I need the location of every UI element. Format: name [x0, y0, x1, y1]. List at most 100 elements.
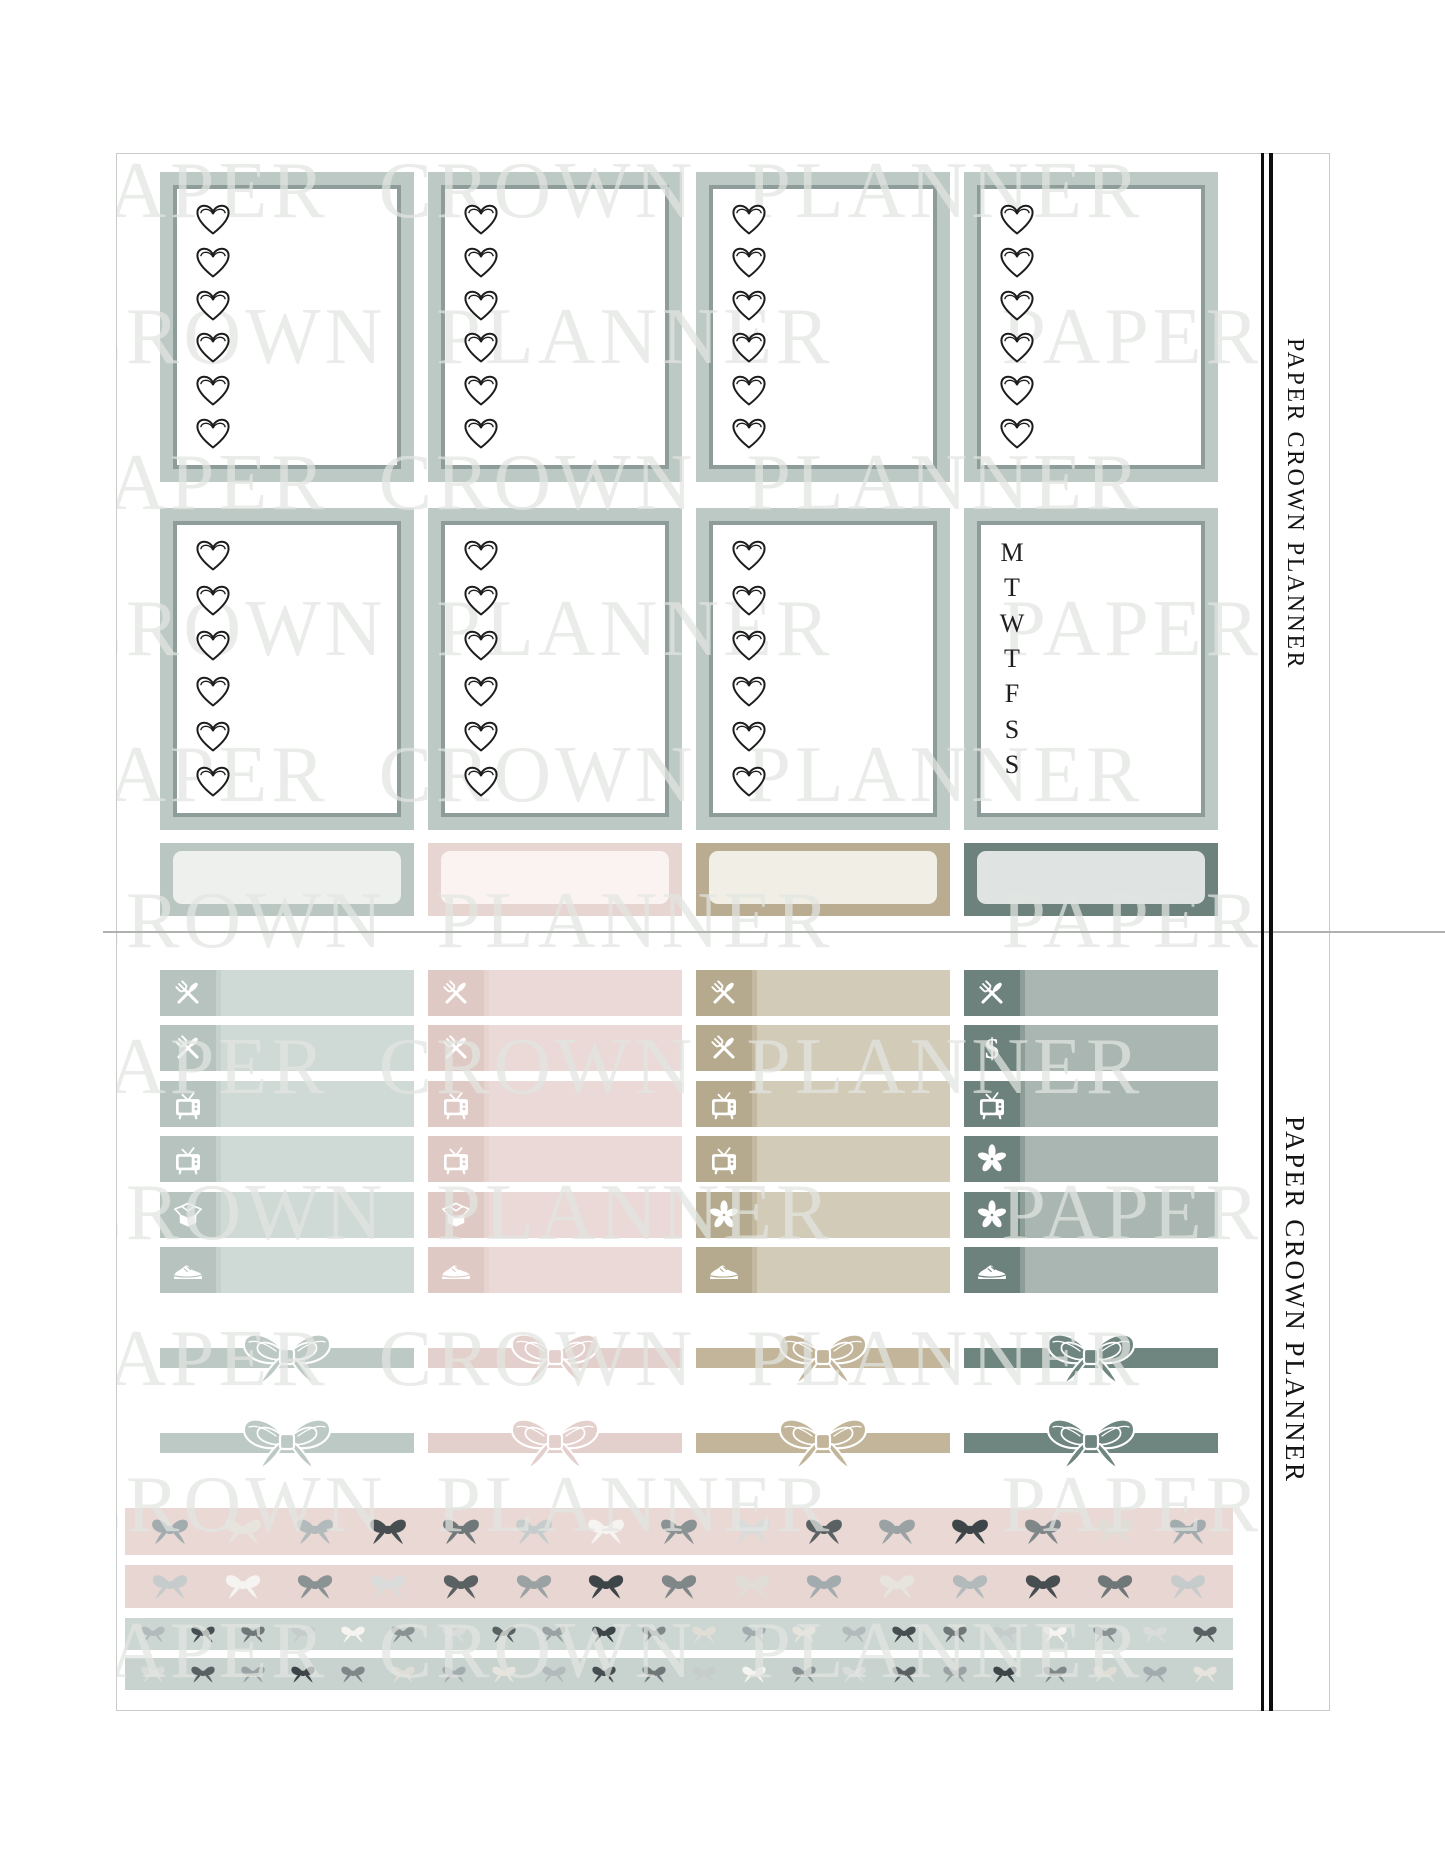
checklist-strip-sticker-tan [696, 1191, 950, 1238]
checklist-strip-sticker-blush [428, 1136, 682, 1183]
bow-icon [739, 1621, 769, 1647]
utensils-icon [438, 975, 474, 1011]
checklist-icon-cell [160, 1080, 216, 1127]
header-box-sticker-sage [160, 843, 414, 916]
bow-icon [365, 1511, 411, 1551]
checklist-icon-cell [964, 1080, 1020, 1127]
box-icon [438, 1197, 474, 1233]
bow-icon [773, 1406, 873, 1480]
full-box-sticker [696, 508, 950, 830]
full-box-sticker [964, 508, 1218, 830]
bow-icon [1092, 1511, 1138, 1551]
checklist-strip-sticker-juniper [964, 1191, 1218, 1238]
checklist-strip-sticker-juniper [964, 1247, 1218, 1293]
bow-icon [730, 1567, 774, 1606]
bow-icon [489, 1661, 519, 1687]
bow-icon [1041, 1321, 1141, 1395]
full-box-sticker [428, 172, 682, 482]
checklist-icon-cell [696, 1247, 752, 1293]
bow-icon [1190, 1661, 1220, 1687]
checklist-icon-cell [428, 1247, 484, 1293]
bow-icon [874, 1511, 920, 1551]
checklist-separator [216, 1247, 221, 1293]
checklist-icon-cell [964, 970, 1020, 1016]
checklist-strip-sticker-tan [696, 970, 950, 1016]
bow-icon [288, 1661, 318, 1687]
checklist-icon-cell [696, 1080, 752, 1127]
checklist-icon-cell [160, 1025, 216, 1072]
bow-icon [512, 1567, 556, 1606]
bow-icon [292, 1511, 338, 1551]
bow-icon [739, 1661, 769, 1687]
bow-icon [539, 1661, 569, 1687]
checklist-separator [752, 1080, 757, 1127]
checklist-strip-sticker-sage [160, 1025, 414, 1072]
header-box-inner [977, 851, 1205, 904]
tv-icon [974, 1086, 1010, 1122]
bow-icon [188, 1621, 218, 1647]
bow-icon [288, 1621, 318, 1647]
header-box-sticker-juniper [964, 843, 1218, 916]
header-box-inner [441, 851, 669, 904]
tv-icon [170, 1141, 206, 1177]
shoe-icon [170, 1252, 206, 1288]
full-box-interior [709, 521, 937, 817]
bow-icon [511, 1511, 557, 1551]
bow-icon [188, 1661, 218, 1687]
bow-icon [388, 1661, 418, 1687]
checklist-icon-cell [696, 1136, 752, 1183]
utensils-icon [706, 1030, 742, 1066]
checklist-separator [1020, 970, 1025, 1016]
bow-icon [947, 1511, 993, 1551]
bow-icon [948, 1567, 992, 1606]
bow-icon [489, 1621, 519, 1647]
checklist-separator [1020, 1247, 1025, 1293]
bow-icon [990, 1621, 1020, 1647]
utensils-icon [170, 975, 206, 1011]
bow-icon [1090, 1621, 1120, 1647]
bow-icon [589, 1661, 619, 1687]
bow-icon [220, 1511, 266, 1551]
checklist-icon-cell [696, 970, 752, 1016]
bow-icon [138, 1661, 168, 1687]
bow-icon [789, 1661, 819, 1687]
checklist-icon-cell [964, 1025, 1020, 1072]
checklist-strip-sticker-blush [428, 970, 682, 1016]
washi-strip-sticker-sage-bow-washi-thin-2 [125, 1658, 1233, 1690]
checklist-icon-cell [160, 1191, 216, 1238]
utensils-icon [170, 1030, 206, 1066]
bow-icon [802, 1567, 846, 1606]
bow-icon [1166, 1567, 1210, 1606]
checklist-strip-sticker-sage [160, 1247, 414, 1293]
bow-icon [539, 1621, 569, 1647]
checklist-strip-sticker-sage [160, 1191, 414, 1238]
checklist-separator [484, 1247, 489, 1293]
checklist-strip-sticker-sage [160, 1080, 414, 1127]
checklist-icon-cell [428, 1136, 484, 1183]
checklist-separator [1020, 1080, 1025, 1127]
full-box-interior [173, 521, 401, 817]
dollar-icon [974, 1030, 1010, 1066]
checklist-separator [752, 1136, 757, 1183]
checklist-strip-sticker-juniper [964, 970, 1218, 1016]
utensils-icon [706, 975, 742, 1011]
full-box-interior [977, 185, 1205, 469]
bow-icon [1140, 1661, 1170, 1687]
washi-strip-sticker-blush-bow-washi-medium [125, 1565, 1233, 1608]
bow-icon [439, 1661, 469, 1687]
checklist-separator [216, 1191, 221, 1238]
bow-icon [439, 1567, 483, 1606]
bow-icon [221, 1567, 265, 1606]
box-icon [170, 1197, 206, 1233]
bow-icon [338, 1661, 368, 1687]
checklist-icon-cell [428, 1025, 484, 1072]
bow-icon [366, 1567, 410, 1606]
checklist-separator [484, 1136, 489, 1183]
checklist-icon-cell [428, 1080, 484, 1127]
full-box-interior [173, 185, 401, 469]
flower-icon [974, 1141, 1010, 1177]
tv-icon [438, 1141, 474, 1177]
checklist-separator [484, 1025, 489, 1072]
checklist-icon-cell [160, 1136, 216, 1183]
